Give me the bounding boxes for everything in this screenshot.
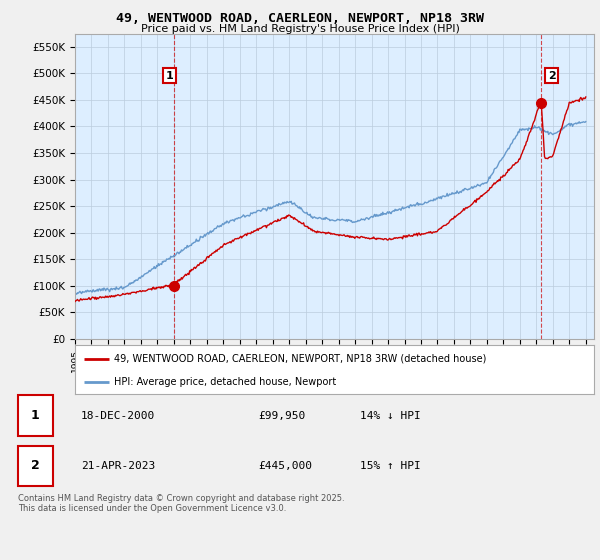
Text: 2: 2 [548, 71, 556, 81]
Text: £99,950: £99,950 [258, 410, 305, 421]
Text: 15% ↑ HPI: 15% ↑ HPI [360, 461, 421, 471]
Text: 1: 1 [166, 71, 173, 81]
Text: 49, WENTWOOD ROAD, CAERLEON, NEWPORT, NP18 3RW (detached house): 49, WENTWOOD ROAD, CAERLEON, NEWPORT, NP… [114, 354, 487, 364]
Text: 14% ↓ HPI: 14% ↓ HPI [360, 410, 421, 421]
Text: Price paid vs. HM Land Registry's House Price Index (HPI): Price paid vs. HM Land Registry's House … [140, 24, 460, 34]
Text: 49, WENTWOOD ROAD, CAERLEON, NEWPORT, NP18 3RW: 49, WENTWOOD ROAD, CAERLEON, NEWPORT, NP… [116, 12, 484, 25]
Text: HPI: Average price, detached house, Newport: HPI: Average price, detached house, Newp… [114, 377, 336, 387]
Text: £445,000: £445,000 [258, 461, 312, 471]
Text: 18-DEC-2000: 18-DEC-2000 [81, 410, 155, 421]
Text: 2: 2 [31, 459, 40, 473]
Text: 21-APR-2023: 21-APR-2023 [81, 461, 155, 471]
Text: 1: 1 [31, 409, 40, 422]
Text: Contains HM Land Registry data © Crown copyright and database right 2025.
This d: Contains HM Land Registry data © Crown c… [18, 494, 344, 514]
